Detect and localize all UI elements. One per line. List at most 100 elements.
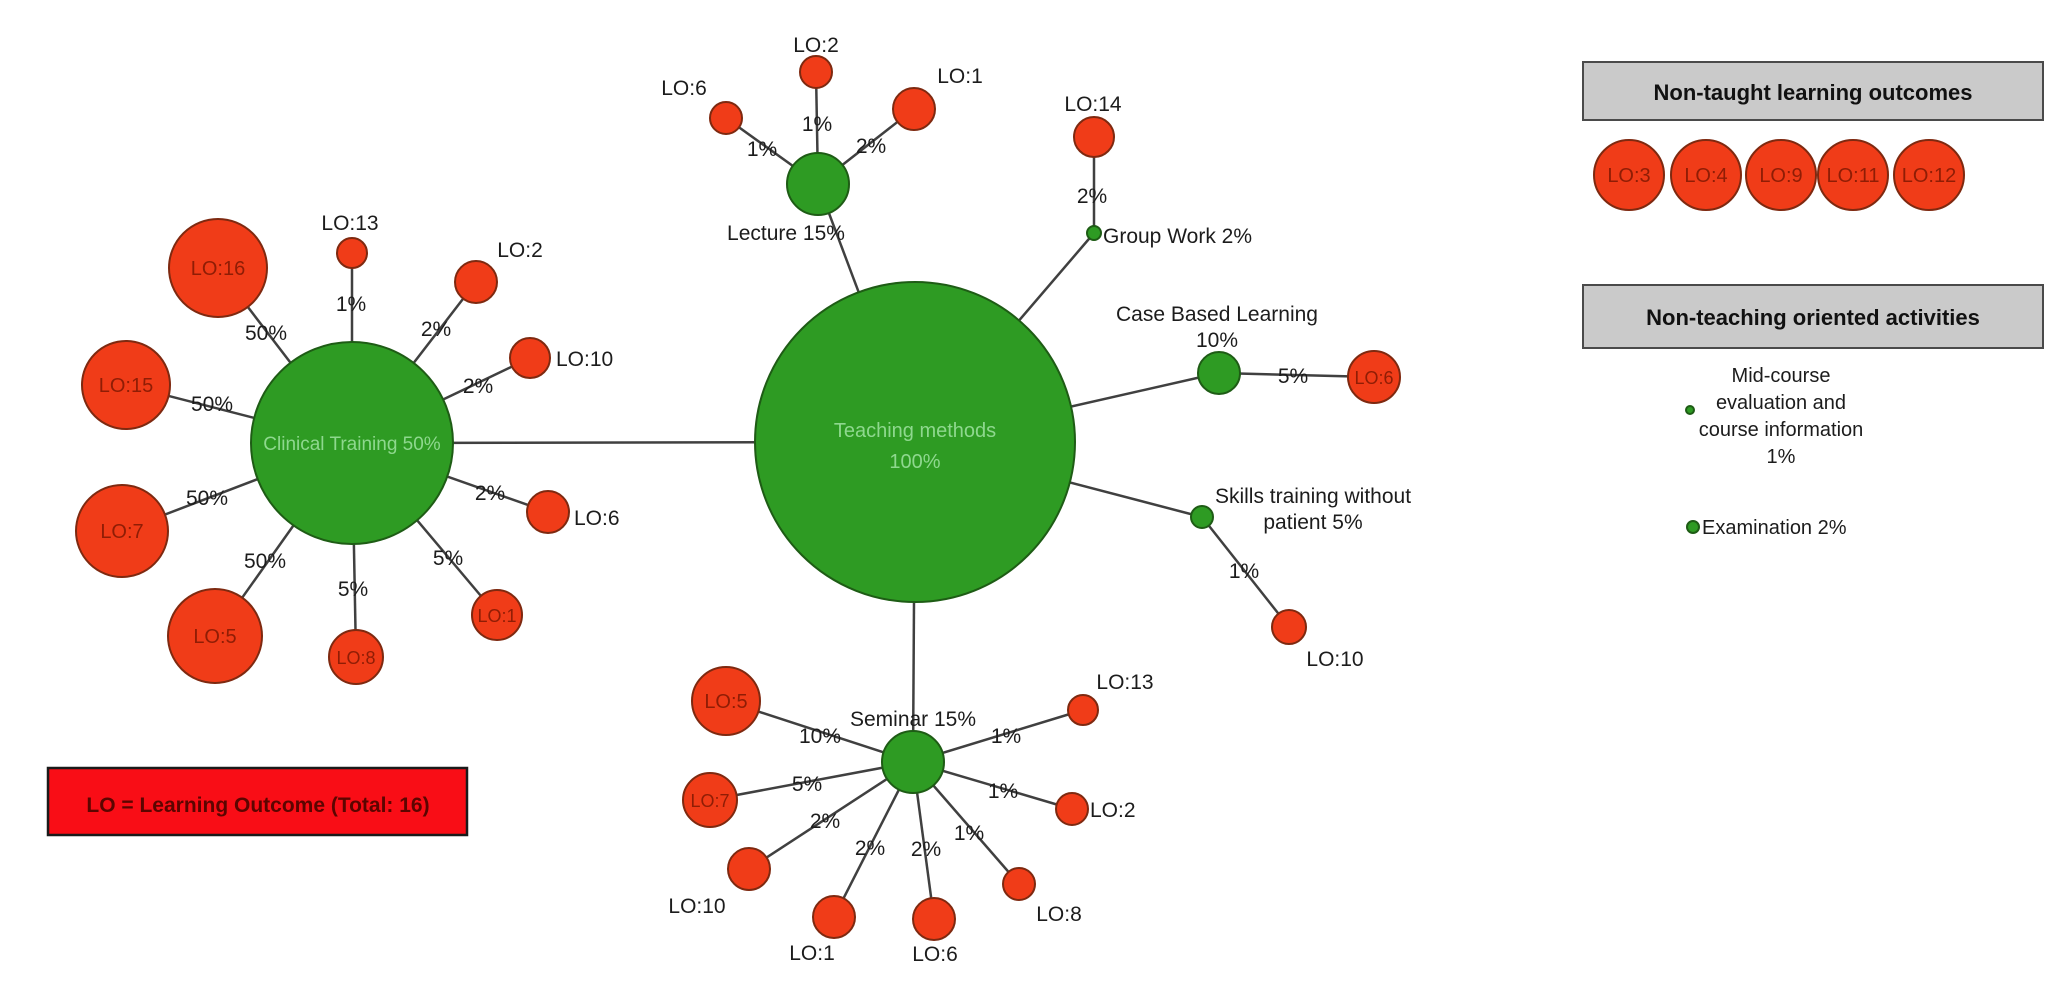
edge-pct-lecture-lo2: 1% — [802, 113, 832, 136]
node-clinical-lo6 — [526, 490, 570, 534]
node-skills-training — [1190, 505, 1214, 529]
seminar-lo7-label: LO:7 — [690, 791, 729, 811]
node-clinical-lo1 — [471, 589, 523, 641]
edge-pct-clinical-lo10: 2% — [463, 375, 493, 398]
lecture-label: Lecture 15% — [727, 222, 845, 245]
edge-pct-skills-lo10: 1% — [1229, 560, 1259, 583]
edge-skills-lo10 — [1201, 516, 1290, 628]
skills-lo10-label: LO:10 — [1306, 648, 1363, 671]
casebased-lo6-label: LO:6 — [1354, 368, 1393, 388]
legend-activities: Non-teaching oriented activities Mid-cou… — [1582, 284, 2044, 539]
seminar-lo5-label: LO:5 — [704, 691, 747, 713]
skills-label-line1: Skills training without — [1215, 485, 1411, 508]
node-group-work — [1086, 225, 1102, 241]
clinical-training-label: Clinical Training 50% — [263, 434, 441, 455]
legend-node-lo11 — [1817, 139, 1889, 211]
lecture-lo6-label: LO:6 — [661, 77, 707, 100]
mid-course-dot — [1685, 405, 1695, 415]
node-clinical-lo10 — [509, 337, 551, 379]
lecture-lo1-label: LO:1 — [937, 65, 983, 88]
edge-pct-lecture-lo1: 2% — [856, 135, 886, 158]
case-based-label: Case Based Learning — [1116, 303, 1318, 326]
legend-lo3-label: LO:3 — [1607, 165, 1650, 187]
legend-activities-title: Non-teaching oriented activities — [1646, 305, 1980, 330]
legend-non-taught-box — [1582, 61, 2044, 121]
clinical-lo10-label: LO:10 — [556, 348, 613, 371]
clinical-lo2-label: LO:2 — [497, 239, 543, 262]
node-seminar-lo8 — [1002, 867, 1036, 901]
node-seminar-lo13 — [1067, 694, 1099, 726]
edge-pct-clinical-lo6: 2% — [475, 482, 505, 505]
legend-non-taught-title: Non-taught learning outcomes — [1654, 80, 1973, 105]
skills-label-line2: patient 5% — [1263, 511, 1362, 534]
edge-pct-seminar-lo7: 5% — [792, 773, 822, 796]
clinical-lo16-label: LO:16 — [191, 258, 245, 280]
edge-pct-lecture-lo6: 1% — [747, 138, 777, 161]
node-case-based-learning — [1197, 351, 1241, 395]
edge-pct-seminar-lo8: 1% — [954, 822, 984, 845]
clinical-lo6-label: LO:6 — [574, 507, 620, 530]
edge-pct-seminar-lo5: 10% — [799, 725, 841, 748]
legend-non-taught: Non-taught learning outcomes LO:3 LO:4 L… — [1582, 61, 2044, 211]
legend-activities-box — [1582, 284, 2044, 349]
node-skills-lo10 — [1271, 609, 1307, 645]
edge-pct-casebased-lo6: 5% — [1278, 365, 1308, 388]
node-lecture-lo2 — [799, 55, 833, 89]
edge-pct-clinical-lo16: 50% — [245, 322, 287, 345]
seminar-label: Seminar 15% — [850, 708, 976, 731]
edge-pct-clinical-lo5: 50% — [244, 550, 286, 573]
teaching-methods-label: Teaching methods — [834, 420, 996, 442]
nodes — [75, 55, 1401, 941]
node-lecture-lo6 — [709, 101, 743, 135]
node-seminar-lo1 — [812, 895, 856, 939]
seminar-lo6-label: LO:6 — [912, 943, 958, 966]
edge-pct-clinical-lo15: 50% — [191, 393, 233, 416]
note-box — [46, 766, 469, 837]
clinical-lo7-label: LO:7 — [100, 521, 143, 543]
node-lecture-lo1 — [892, 87, 936, 131]
node-labels: Teaching methods 100% Clinical Training … — [99, 34, 1411, 966]
mid-course-pct: 1% — [1767, 446, 1796, 468]
legend-node-lo4 — [1670, 139, 1742, 211]
clinical-lo5-label: LO:5 — [193, 626, 236, 648]
clinical-lo8-label: LO:8 — [336, 648, 375, 668]
legend-lo4-label: LO:4 — [1684, 165, 1727, 187]
legend-lo11-label: LO:11 — [1827, 165, 1880, 187]
node-clinical-lo5 — [167, 588, 263, 684]
node-seminar-lo7 — [682, 772, 738, 828]
node-lecture — [786, 152, 850, 216]
clinical-lo1-label: LO:1 — [477, 606, 516, 626]
seminar-lo1-label: LO:1 — [789, 942, 835, 965]
edge-pct-seminar-lo10: 2% — [810, 810, 840, 833]
seminar-lo10-label: LO:10 — [668, 895, 725, 918]
node-seminar — [881, 730, 945, 794]
node-clinical-lo7 — [75, 484, 169, 578]
case-based-pct: 10% — [1196, 329, 1238, 352]
node-clinical-lo15 — [81, 340, 171, 430]
node-clinical-training — [250, 341, 454, 545]
lecture-lo2-label: LO:2 — [793, 34, 839, 57]
legend-node-lo9 — [1745, 139, 1817, 211]
node-teaching-methods — [754, 281, 1076, 603]
node-seminar-lo5 — [691, 666, 761, 736]
edge-pct-seminar-lo2: 1% — [988, 780, 1018, 803]
node-seminar-lo10 — [727, 847, 771, 891]
edge-pct-clinical-lo13: 1% — [336, 293, 366, 316]
groupwork-lo14-label: LO:14 — [1064, 93, 1122, 116]
node-clinical-lo8 — [328, 629, 384, 685]
note-text: LO = Learning Outcome (Total: 16) — [86, 794, 429, 817]
edge-pct-clinical-lo8: 5% — [338, 578, 368, 601]
seminar-lo13-label: LO:13 — [1096, 671, 1153, 694]
edge-seminar-lo10 — [748, 760, 914, 871]
legend-lo12-label: LO:12 — [1902, 165, 1956, 187]
clinical-lo15-label: LO:15 — [99, 375, 153, 397]
edge-pct-seminar-lo6: 2% — [911, 838, 941, 861]
edge-seminar-lo7 — [709, 760, 914, 802]
edge-pct-clinical-lo7: 50% — [186, 487, 228, 510]
edge-pct-groupwork-lo14: 2% — [1077, 185, 1107, 208]
edge-pct-seminar-lo13: 1% — [991, 725, 1021, 748]
edge-labels: 50% 1% 2% 2% 2% 5% 5% 50% 50% 50% 1% 1% … — [186, 113, 1308, 861]
node-clinical-lo16 — [168, 218, 268, 318]
edge-pct-clinical-lo1: 5% — [433, 547, 463, 570]
